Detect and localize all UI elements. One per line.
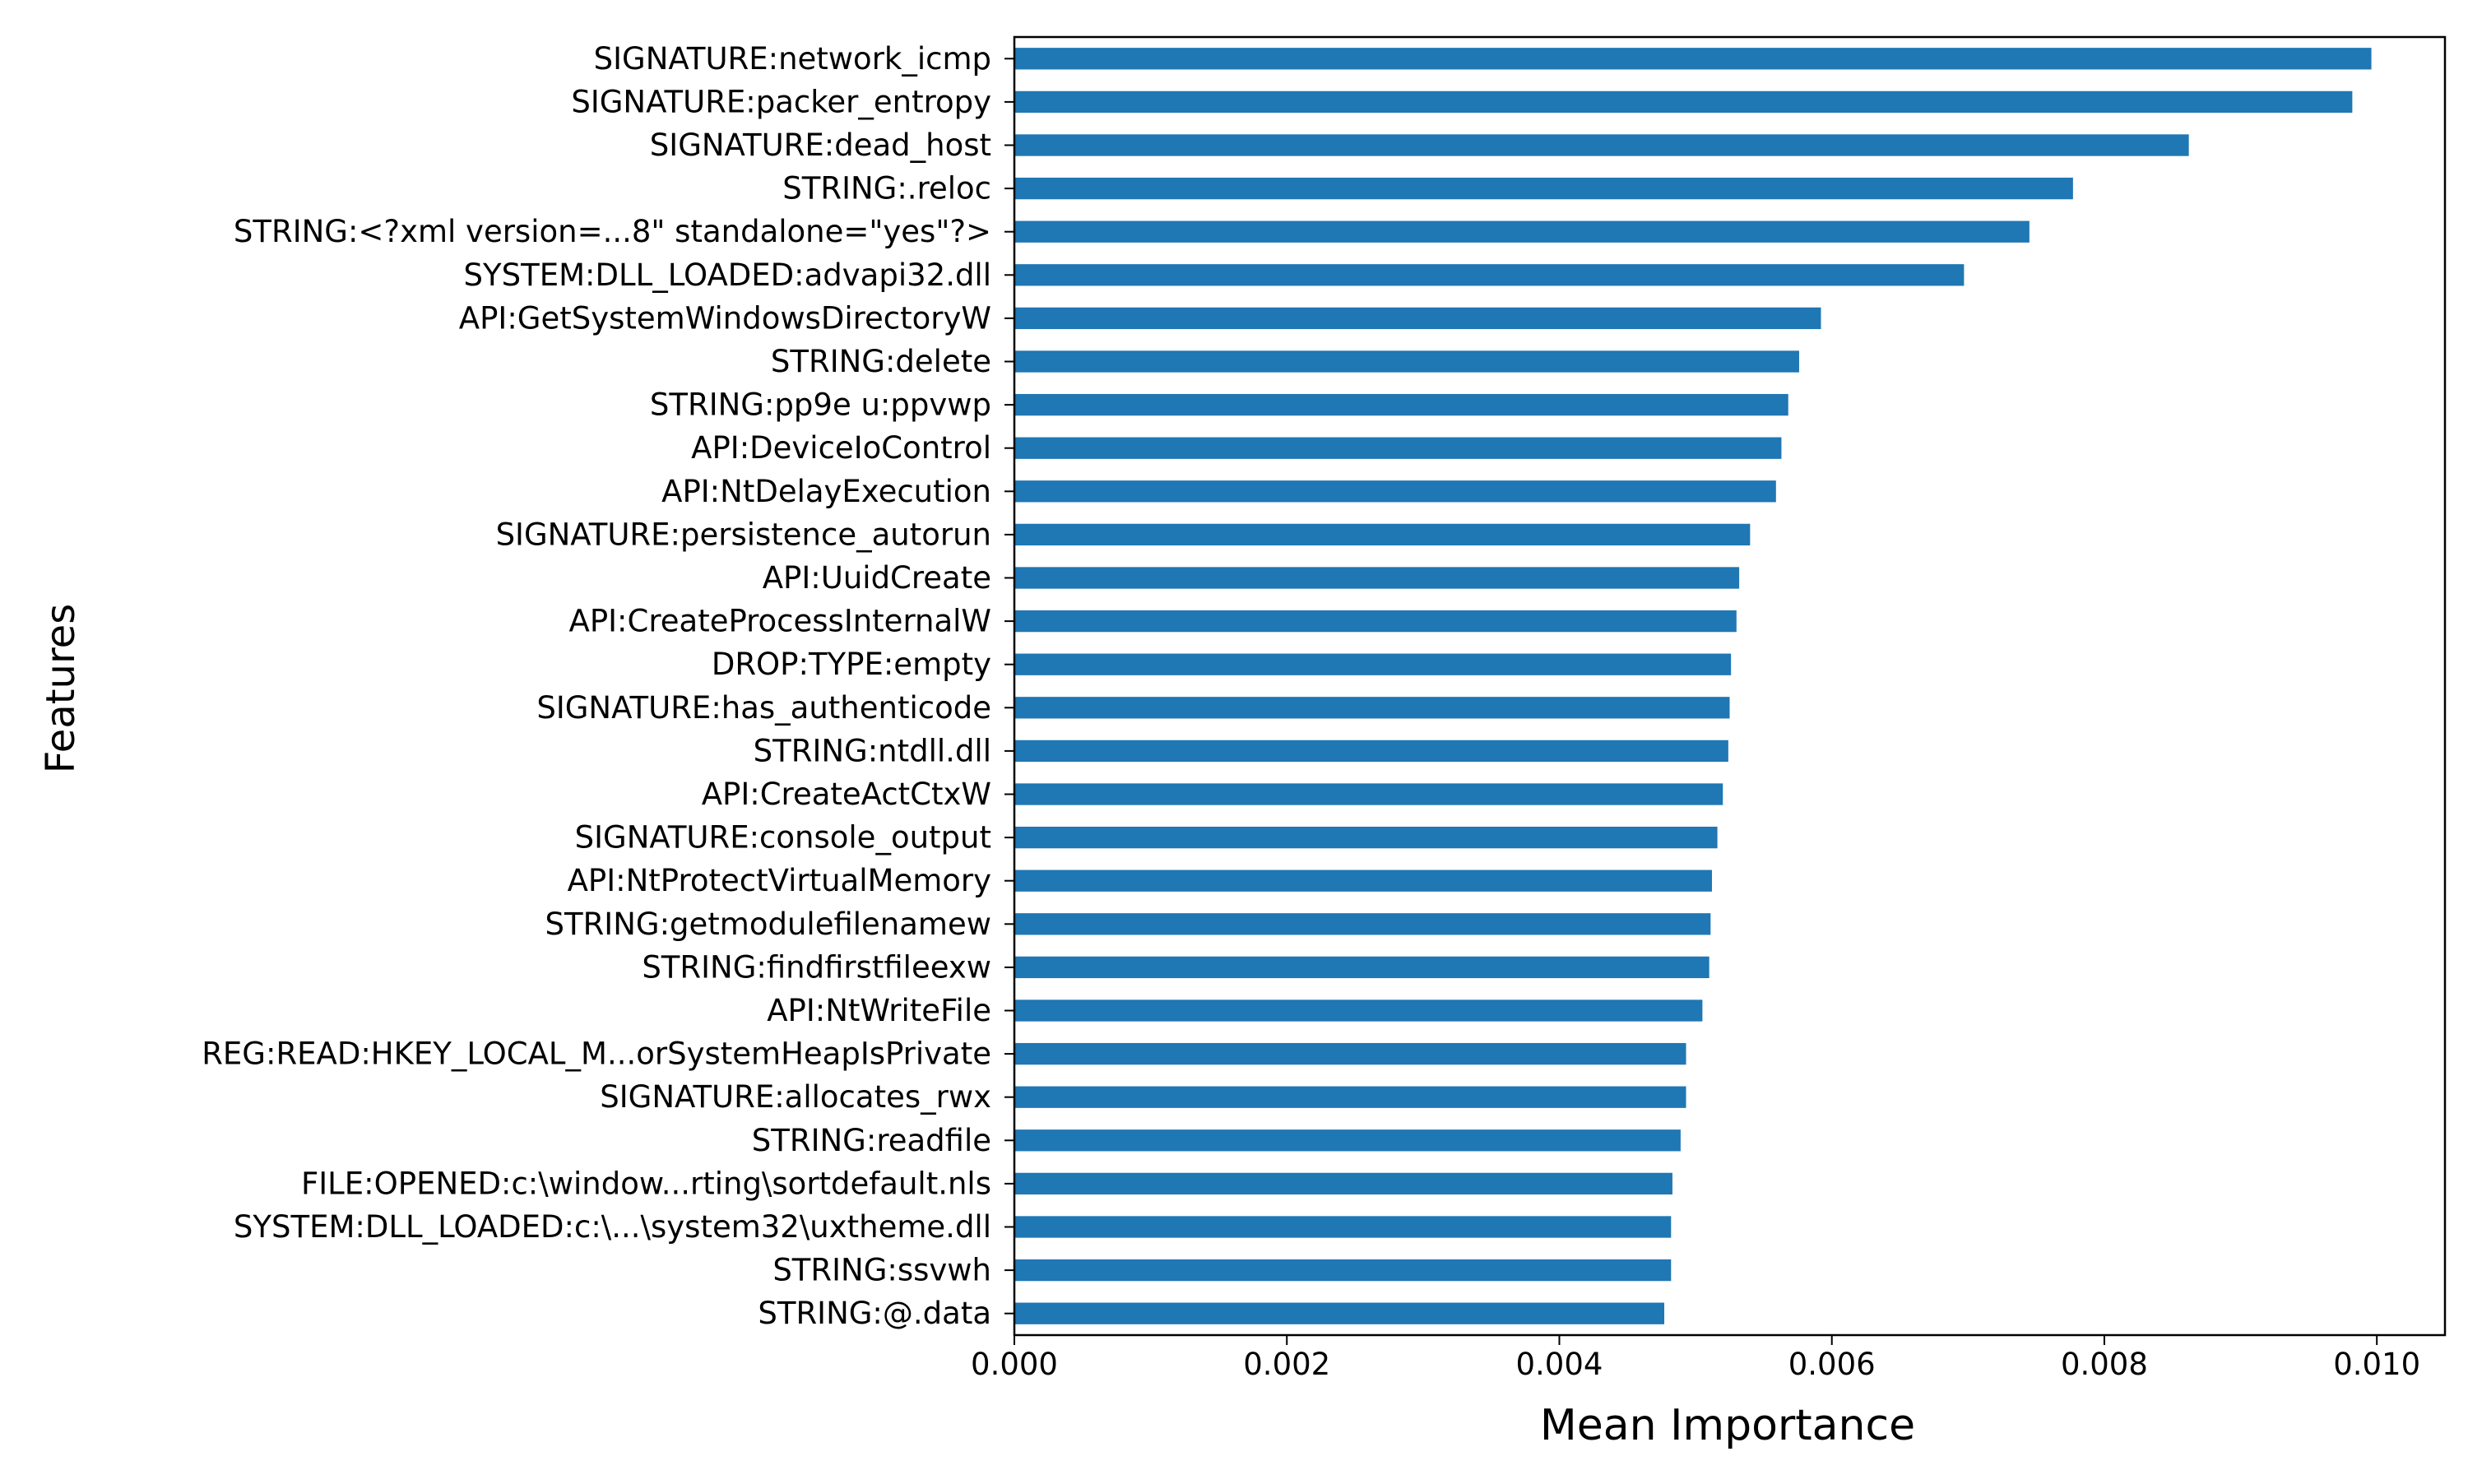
- x-tick-label: 0.004: [1516, 1347, 1603, 1382]
- y-tick-label: REG:READ:HKEY_LOCAL_M...orSystemHeapIsPr…: [202, 1036, 991, 1072]
- bar: [1014, 134, 2189, 156]
- plot-frame: [1013, 35, 2447, 1337]
- x-tick-label: 0.006: [1788, 1347, 1876, 1382]
- y-tick-layer: SIGNATURE:network_icmp SIGNATURE:packer_e…: [202, 41, 1014, 1331]
- y-tick-label: SIGNATURE:dead_host: [650, 128, 991, 163]
- bar: [1014, 610, 1737, 633]
- y-tick-label: STRING:@.data: [758, 1296, 991, 1331]
- bar: [1014, 480, 1776, 503]
- bar: [1014, 567, 1740, 589]
- y-tick-label: STRING:delete: [771, 344, 991, 379]
- y-tick-label: API:UuidCreate: [763, 560, 991, 596]
- y-axis-title: Features: [38, 604, 84, 773]
- y-tick-label: STRING:<?xml version=...8" standalone="y…: [234, 214, 991, 249]
- bar: [1014, 1259, 1672, 1282]
- y-tick-label: SIGNATURE:allocates_rwx: [600, 1079, 991, 1115]
- y-tick-label: SIGNATURE:console_output: [575, 820, 991, 856]
- x-tick-label: 0.000: [971, 1347, 1058, 1382]
- y-tick-label: API:GetSystemWindowsDirectoryW: [459, 300, 991, 336]
- y-tick-label: SIGNATURE:has_authenticode: [536, 690, 991, 726]
- y-tick-label: FILE:OPENED:c:\window...rting\sortdefaul…: [301, 1166, 991, 1201]
- bar: [1014, 740, 1728, 763]
- y-tick-label: STRING:.reloc: [782, 171, 991, 206]
- bar: [1014, 393, 1788, 416]
- y-tick-label: SYSTEM:DLL_LOADED:c:\...\system32\uxthem…: [234, 1209, 991, 1245]
- bar: [1014, 697, 1730, 719]
- bar: [1014, 870, 1712, 892]
- x-tick-layer: 0.000 0.002 0.004 0.006 0.008 0.010: [971, 1335, 2420, 1382]
- y-tick-label: SIGNATURE:packer_entropy: [571, 84, 991, 119]
- bar: [1014, 1129, 1681, 1152]
- x-tick-label: 0.010: [2333, 1347, 2420, 1382]
- y-tick-label: SIGNATURE:network_icmp: [594, 41, 991, 77]
- bar: [1014, 913, 1711, 935]
- x-tick-label: 0.008: [2061, 1347, 2148, 1382]
- bar: [1014, 220, 2030, 243]
- y-tick-label: API:DeviceIoControl: [691, 430, 991, 466]
- bar: [1014, 177, 2073, 200]
- bar: [1014, 653, 1732, 675]
- y-tick-label: API:NtWriteFile: [767, 993, 991, 1028]
- bar: [1014, 350, 1799, 373]
- bar: [1014, 264, 1965, 286]
- bar: [1014, 1216, 1672, 1238]
- y-tick-label: API:CreateProcessInternalW: [569, 604, 991, 639]
- y-tick-label: API:NtDelayExecution: [661, 474, 991, 509]
- bar: [1014, 999, 1703, 1022]
- bar: [1014, 437, 1782, 459]
- y-tick-label: SYSTEM:DLL_LOADED:advapi32.dll: [464, 257, 991, 293]
- bar: [1014, 307, 1821, 330]
- y-tick-label: STRING:readfile: [752, 1123, 991, 1158]
- bar: [1014, 1086, 1686, 1108]
- bar: [1014, 826, 1718, 849]
- y-tick-label: STRING:ntdll.dll: [754, 733, 991, 768]
- y-tick-label: STRING:getmodulefilenamew: [545, 907, 991, 942]
- bar: [1014, 956, 1710, 979]
- y-tick-label: SIGNATURE:persistence_autorun: [496, 517, 991, 552]
- bar: [1014, 48, 2372, 70]
- x-tick-label: 0.002: [1243, 1347, 1330, 1382]
- y-tick-label: STRING:findfirstfileexw: [642, 949, 991, 985]
- x-axis-title: Mean Importance: [1540, 1401, 1915, 1450]
- bars-layer: [1014, 48, 2372, 1324]
- bar: [1014, 1302, 1665, 1324]
- bar: [1014, 1172, 1672, 1195]
- bar: [1014, 90, 2353, 114]
- y-tick-label: DROP:TYPE:empty: [712, 647, 991, 682]
- y-tick-label: STRING:pp9e u:ppvwp: [650, 387, 991, 423]
- y-tick-label: API:NtProtectVirtualMemory: [568, 863, 991, 898]
- bar: [1014, 523, 1751, 546]
- bar: [1014, 1042, 1686, 1065]
- y-tick-label: API:CreateActCtxW: [702, 777, 991, 812]
- y-tick-label: STRING:ssvwh: [772, 1253, 991, 1288]
- bar: [1014, 783, 1723, 805]
